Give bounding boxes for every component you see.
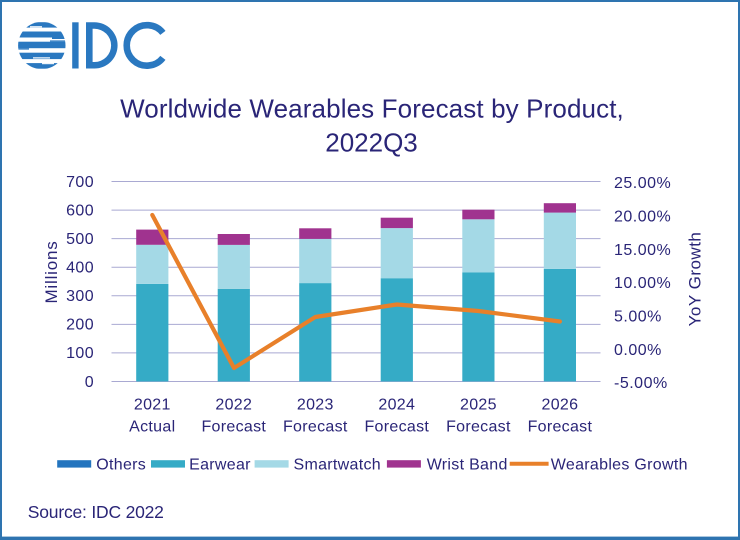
svg-text:2025: 2025: [460, 396, 497, 413]
svg-text:Smartwatch: Smartwatch: [294, 457, 381, 474]
svg-text:200: 200: [66, 317, 94, 334]
svg-text:Worldwide Wearables Forecast b: Worldwide Wearables Forecast by Product,: [120, 94, 624, 124]
svg-text:2026: 2026: [542, 396, 579, 413]
svg-text:10.00%: 10.00%: [614, 275, 671, 292]
svg-text:400: 400: [66, 260, 94, 277]
svg-text:600: 600: [66, 202, 94, 219]
svg-text:Forecast: Forecast: [528, 418, 593, 435]
svg-text:Millions: Millions: [42, 240, 61, 303]
svg-text:2022Q3: 2022Q3: [325, 128, 418, 158]
svg-text:300: 300: [66, 288, 94, 305]
svg-text:700: 700: [66, 174, 94, 191]
svg-text:Wrist Band: Wrist Band: [427, 457, 508, 474]
svg-text:Forecast: Forecast: [446, 418, 511, 435]
svg-text:Forecast: Forecast: [201, 418, 266, 435]
svg-text:500: 500: [66, 231, 94, 248]
svg-text:Wearables Growth: Wearables Growth: [551, 457, 688, 474]
svg-text:Earwear: Earwear: [189, 457, 251, 474]
svg-text:2024: 2024: [378, 396, 415, 413]
svg-text:Others: Others: [96, 457, 146, 474]
svg-text:2022: 2022: [215, 396, 252, 413]
svg-text:2021: 2021: [134, 396, 171, 413]
svg-text:100: 100: [66, 345, 94, 362]
svg-text:2023: 2023: [297, 396, 334, 413]
svg-text:20.00%: 20.00%: [614, 208, 671, 225]
svg-text:15.00%: 15.00%: [614, 242, 671, 259]
svg-text:0: 0: [85, 374, 94, 391]
svg-text:YoY Growth: YoY Growth: [685, 232, 704, 327]
svg-text:Actual: Actual: [129, 418, 175, 435]
svg-text:Source: IDC 2022: Source: IDC 2022: [28, 502, 164, 522]
svg-text:5.00%: 5.00%: [614, 308, 662, 325]
svg-text:25.00%: 25.00%: [614, 175, 671, 192]
svg-text:-5.00%: -5.00%: [614, 375, 668, 392]
svg-text:Forecast: Forecast: [364, 418, 429, 435]
svg-text:0.00%: 0.00%: [614, 342, 662, 359]
svg-text:Forecast: Forecast: [283, 418, 348, 435]
